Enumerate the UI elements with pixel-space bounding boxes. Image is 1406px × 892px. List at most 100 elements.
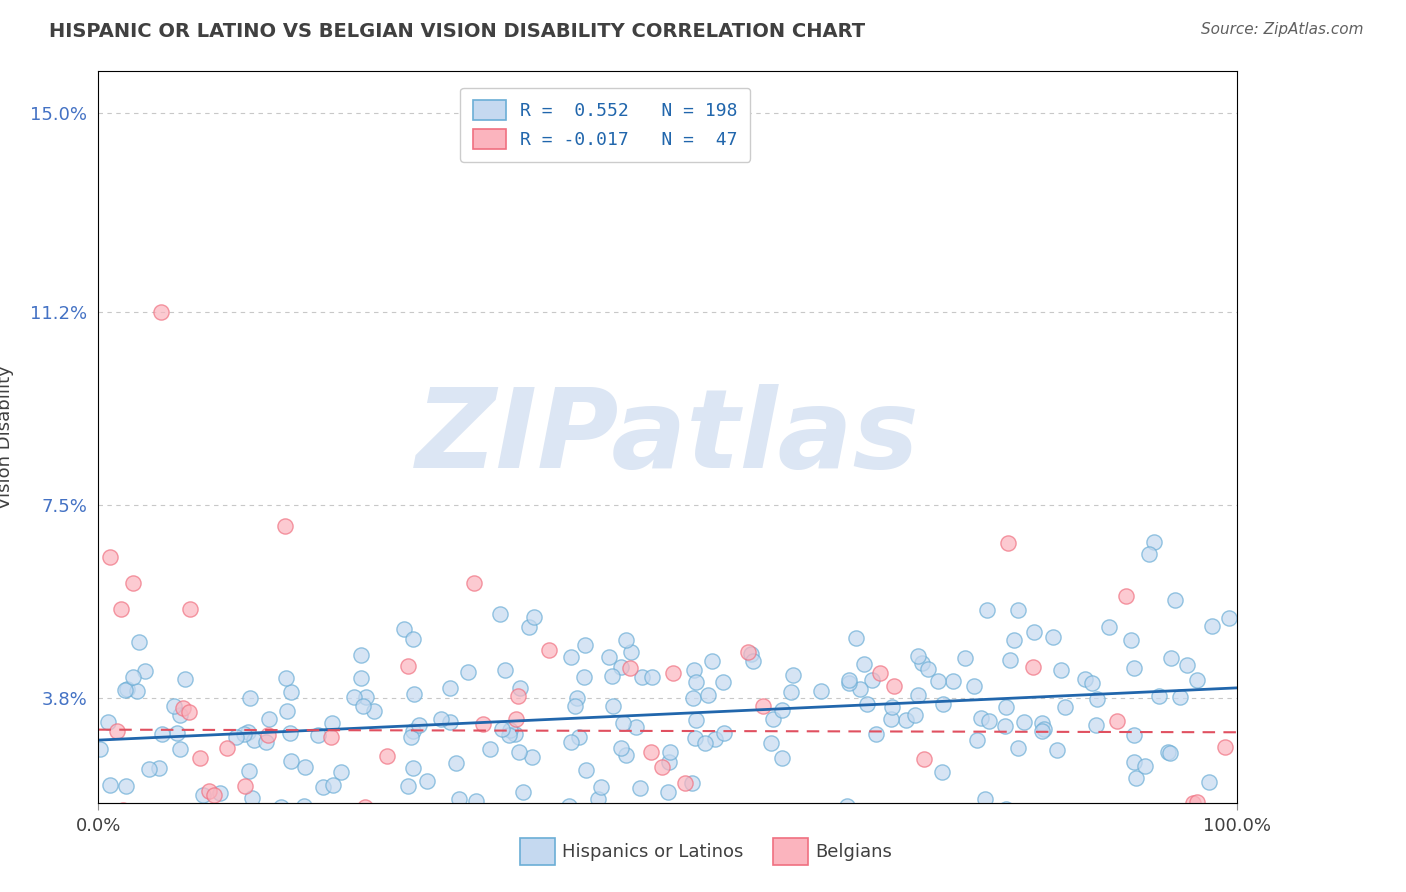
Point [976, 603, 998, 617]
Point [997, 536, 1019, 550]
Point [932, 697, 955, 711]
Point [683, 731, 706, 745]
Point [1074, 672, 1097, 686]
Point [1181, 796, 1204, 810]
Point [198, 784, 221, 798]
Point [169, 707, 191, 722]
Point [560, 650, 582, 665]
Point [169, 742, 191, 756]
Point [280, 754, 302, 768]
Point [330, 764, 353, 779]
Point [217, 740, 239, 755]
Point [503, 727, 526, 741]
Point [1170, 690, 1192, 705]
Point [257, 712, 280, 726]
Point [626, 720, 648, 734]
Point [600, 669, 623, 683]
Point [1007, 740, 1029, 755]
Point [166, 726, 188, 740]
Point [523, 609, 546, 624]
Point [759, 736, 782, 750]
Legend: R =  0.552   N = 198, R = -0.017   N =  47: R = 0.552 N = 198, R = -0.017 N = 47 [461, 87, 751, 161]
Point [927, 674, 949, 689]
Point [631, 670, 654, 684]
Point [633, 815, 655, 830]
Point [439, 714, 461, 729]
Point [257, 728, 280, 742]
Point [392, 622, 415, 636]
Point [835, 798, 858, 813]
Point [177, 705, 200, 719]
Point [1201, 619, 1223, 633]
Point [404, 688, 426, 702]
Point [995, 802, 1018, 816]
Point [558, 799, 581, 814]
Point [610, 660, 633, 674]
Point [614, 747, 637, 762]
Point [138, 762, 160, 776]
Point [1022, 625, 1045, 640]
Point [994, 719, 1017, 733]
Point [752, 698, 775, 713]
Point [1105, 714, 1128, 729]
Point [880, 700, 903, 714]
Point [202, 788, 225, 802]
Point [439, 681, 461, 696]
Point [396, 780, 419, 794]
Point [966, 732, 988, 747]
Point [661, 666, 683, 681]
Point [274, 518, 297, 533]
Point [853, 657, 876, 672]
Point [742, 654, 765, 668]
Point [963, 679, 986, 693]
Text: Belgians: Belgians [815, 843, 893, 861]
Point [319, 731, 342, 745]
Point [150, 304, 173, 318]
Point [740, 647, 762, 661]
Point [612, 716, 634, 731]
Point [270, 800, 292, 814]
Point [560, 734, 582, 748]
Point [498, 728, 520, 742]
Point [415, 774, 437, 789]
Point [685, 674, 707, 689]
Point [276, 704, 298, 718]
Text: Hispanics or Latinos: Hispanics or Latinos [562, 843, 744, 861]
Point [1133, 759, 1156, 773]
Point [651, 760, 673, 774]
Point [1160, 650, 1182, 665]
Point [1098, 620, 1121, 634]
Point [97, 715, 120, 730]
Point [586, 791, 609, 805]
Point [402, 761, 425, 775]
Point [700, 654, 723, 668]
Point [1031, 716, 1053, 731]
Point [779, 685, 801, 699]
Point [402, 724, 425, 739]
Point [994, 700, 1017, 714]
Point [233, 727, 256, 741]
Point [620, 645, 643, 659]
Point [1159, 747, 1181, 761]
Point [681, 776, 703, 790]
Point [1077, 830, 1099, 844]
Point [1046, 743, 1069, 757]
Point [105, 723, 128, 738]
Point [683, 664, 706, 678]
Point [1123, 728, 1146, 742]
Point [658, 745, 681, 759]
Point [1031, 723, 1053, 738]
Point [449, 791, 471, 805]
Point [682, 690, 704, 705]
Point [619, 661, 641, 675]
Point [240, 791, 263, 805]
Point [350, 671, 373, 685]
Point [172, 701, 194, 715]
Point [537, 642, 560, 657]
Point [770, 703, 793, 717]
Point [1147, 690, 1170, 704]
Point [810, 684, 832, 698]
Point [444, 756, 467, 770]
Point [274, 671, 297, 685]
Point [907, 688, 929, 702]
